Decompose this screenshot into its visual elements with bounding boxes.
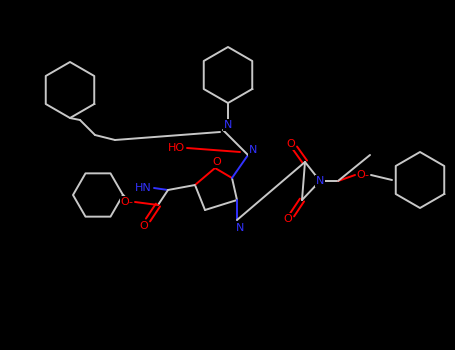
Text: O: O: [212, 157, 222, 167]
Text: O: O: [140, 221, 148, 231]
Text: O-: O-: [357, 170, 369, 180]
Text: O-: O-: [121, 197, 133, 207]
Text: O: O: [287, 139, 295, 149]
Text: HN: HN: [135, 183, 152, 193]
Text: N: N: [249, 145, 257, 155]
Text: N: N: [316, 176, 324, 186]
Text: HO: HO: [168, 143, 185, 153]
Text: N: N: [224, 120, 232, 130]
Text: N: N: [236, 223, 244, 233]
Text: O: O: [283, 214, 293, 224]
